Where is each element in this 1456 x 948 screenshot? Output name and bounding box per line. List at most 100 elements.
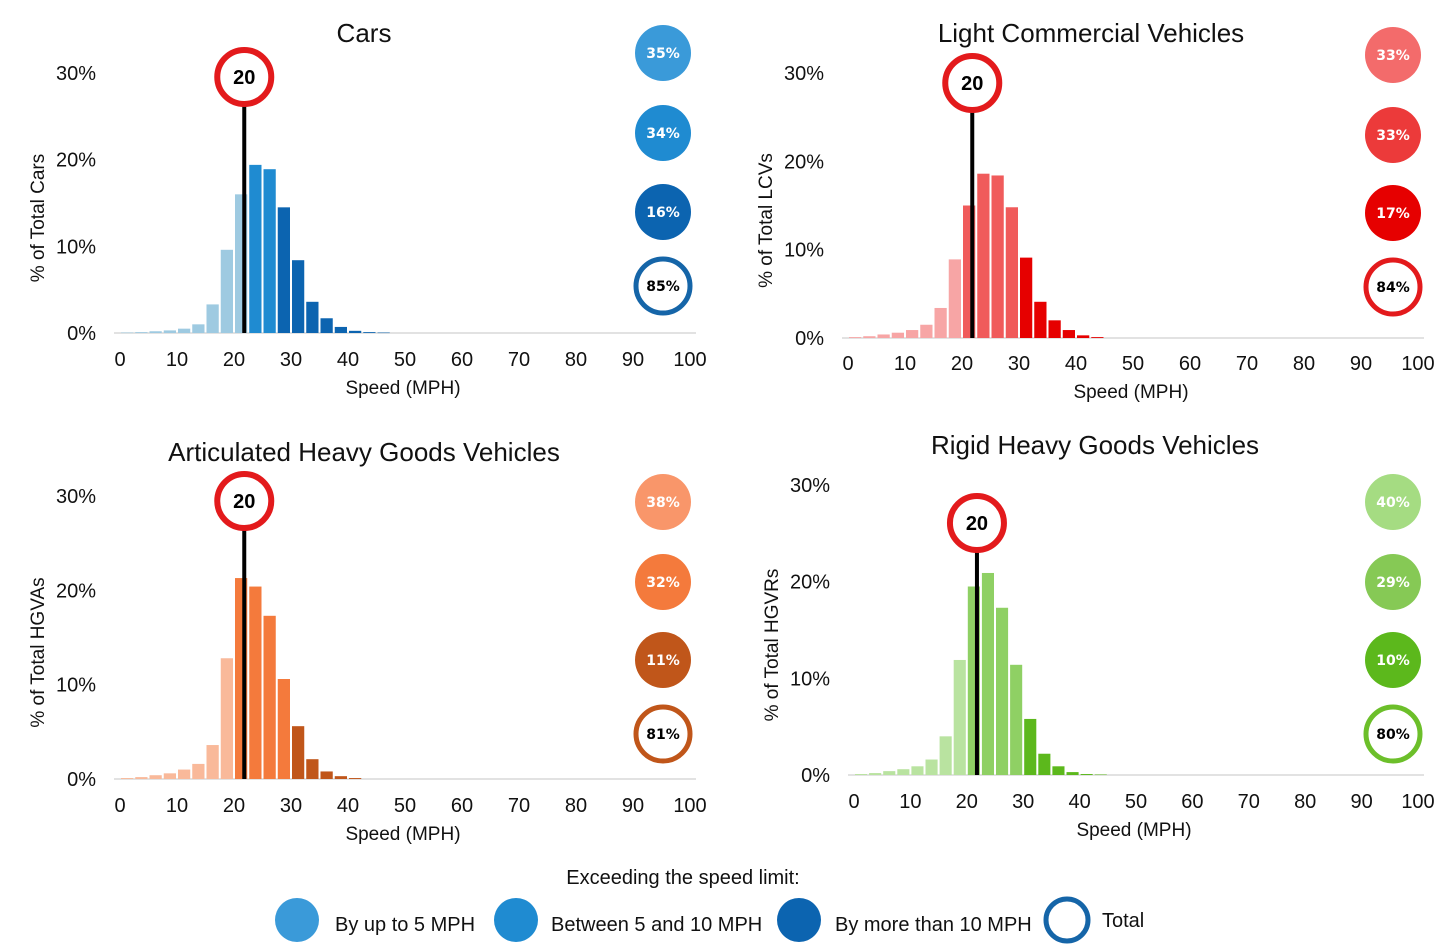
histogram-bar (220, 249, 233, 333)
y-tick-label: 20% (784, 151, 824, 173)
x-tick-label: 30 (1008, 353, 1030, 375)
y-tick-label: 20% (56, 150, 96, 172)
summary-percent: 40% (1376, 495, 1410, 511)
x-tick-label: 0 (114, 795, 125, 817)
summary-percent: 34% (646, 126, 680, 142)
y-tick-label: 20% (790, 572, 830, 594)
legend-title: Exceeding the speed limit: (566, 867, 799, 889)
histogram-bar (1077, 335, 1090, 338)
y-axis-label: % of Total Cars (28, 154, 49, 282)
legend-label: By up to 5 MPH (335, 914, 475, 936)
summary-circle (635, 105, 691, 161)
histogram-bar (1020, 257, 1033, 338)
summary-percent: 16% (646, 205, 680, 221)
speed-limit-value: 20 (966, 513, 988, 535)
y-tick-label: 10% (790, 668, 830, 690)
histogram-bar (906, 330, 919, 338)
x-tick-label: 0 (114, 349, 125, 371)
chart-title: Light Commercial Vehicles (938, 18, 1244, 48)
x-tick-label: 20 (956, 791, 978, 813)
histogram-bar (1066, 772, 1079, 775)
chart-panel-3: Articulated Heavy Goods Vehicles 0% 10% 20%… (28, 437, 707, 845)
y-tick-label: 0% (67, 769, 96, 791)
x-tick-label: 20 (951, 353, 973, 375)
histogram-bar (981, 572, 994, 775)
x-tick-label: 10 (899, 791, 921, 813)
x-tick-label: 90 (622, 795, 644, 817)
y-axis-label: % of Total HGVRs (762, 569, 783, 722)
y-tick-label: 0% (795, 328, 824, 350)
histogram-bar (863, 336, 876, 338)
x-axis-label: Speed (MPH) (1073, 382, 1188, 403)
summary-percent: 38% (646, 495, 680, 511)
histogram-bar (277, 679, 290, 779)
histogram-bar (869, 773, 882, 775)
x-tick-label: 100 (1401, 791, 1434, 813)
summary-total-circle (1363, 704, 1423, 764)
summary-circle (1365, 632, 1421, 688)
histogram-bar (206, 304, 219, 333)
x-tick-label: 90 (1350, 353, 1372, 375)
x-tick-label: 30 (280, 349, 302, 371)
summary-percent: 81% (646, 727, 680, 743)
legend-swatch-icon (494, 898, 538, 942)
histogram-bar (977, 173, 990, 338)
histogram-bar (349, 778, 362, 779)
histogram-bar (883, 771, 896, 775)
histogram-bar (996, 607, 1009, 775)
histogram-bar (163, 330, 176, 333)
y-tick-label: 30% (56, 486, 96, 508)
histogram-bar (363, 332, 376, 333)
speed-limit-value: 20 (233, 67, 255, 89)
x-tick-label: 10 (166, 795, 188, 817)
histogram-bar (320, 771, 333, 779)
legend-swatch-icon (1043, 896, 1091, 944)
legend-label: By more than 10 MPH (835, 914, 1032, 936)
histogram-bar (948, 259, 961, 338)
summary-total-circle (633, 256, 693, 316)
x-tick-label: 100 (673, 795, 706, 817)
x-axis-label: Speed (MPH) (1076, 820, 1191, 841)
histogram-bar (220, 658, 233, 779)
histogram-bar (192, 324, 205, 333)
histogram-bar (163, 773, 176, 779)
x-tick-label: 40 (337, 795, 359, 817)
summary-percent: 85% (646, 279, 680, 295)
legend-swatch-icon (275, 898, 319, 942)
histogram-bar (349, 330, 362, 333)
x-tick-label: 0 (848, 791, 859, 813)
histogram-bar (334, 776, 347, 779)
histogram-bar (135, 332, 148, 333)
legend-label: Total (1102, 910, 1144, 932)
y-axis-label: % of Total HGVAs (28, 577, 49, 727)
chart-panel-2: Light Commercial Vehicles 0% 10% 20% 30% 0 10 2… (756, 18, 1435, 403)
summary-circle (635, 554, 691, 610)
histogram-bar (897, 769, 910, 775)
histogram-bar (939, 736, 952, 775)
summary-circle (635, 474, 691, 530)
y-tick-label: 0% (67, 323, 96, 345)
summary-percent: 29% (1376, 575, 1410, 591)
x-tick-label: 80 (565, 795, 587, 817)
summary-percent: 17% (1376, 206, 1410, 222)
x-tick-label: 100 (673, 349, 706, 371)
histogram-bar (178, 769, 191, 779)
speed-limit-sign-icon (942, 53, 1003, 113)
histogram-bar (911, 766, 924, 775)
summary-total-circle (1363, 257, 1423, 317)
histogram-bar (920, 324, 933, 338)
speed-limit-sign-icon (214, 47, 275, 107)
histogram-bar (1038, 753, 1051, 775)
histogram-bar (855, 774, 868, 775)
summary-circle (1365, 107, 1421, 163)
histogram-bar (991, 175, 1004, 338)
summary-circle (635, 632, 691, 688)
histogram-bar (292, 260, 305, 333)
x-axis-label: Speed (MPH) (345, 824, 460, 845)
histogram-bar (377, 332, 390, 334)
histogram-bar (891, 332, 904, 338)
summary-percent: 84% (1376, 280, 1410, 296)
x-tick-label: 80 (1294, 791, 1316, 813)
histogram-bar (334, 326, 347, 333)
